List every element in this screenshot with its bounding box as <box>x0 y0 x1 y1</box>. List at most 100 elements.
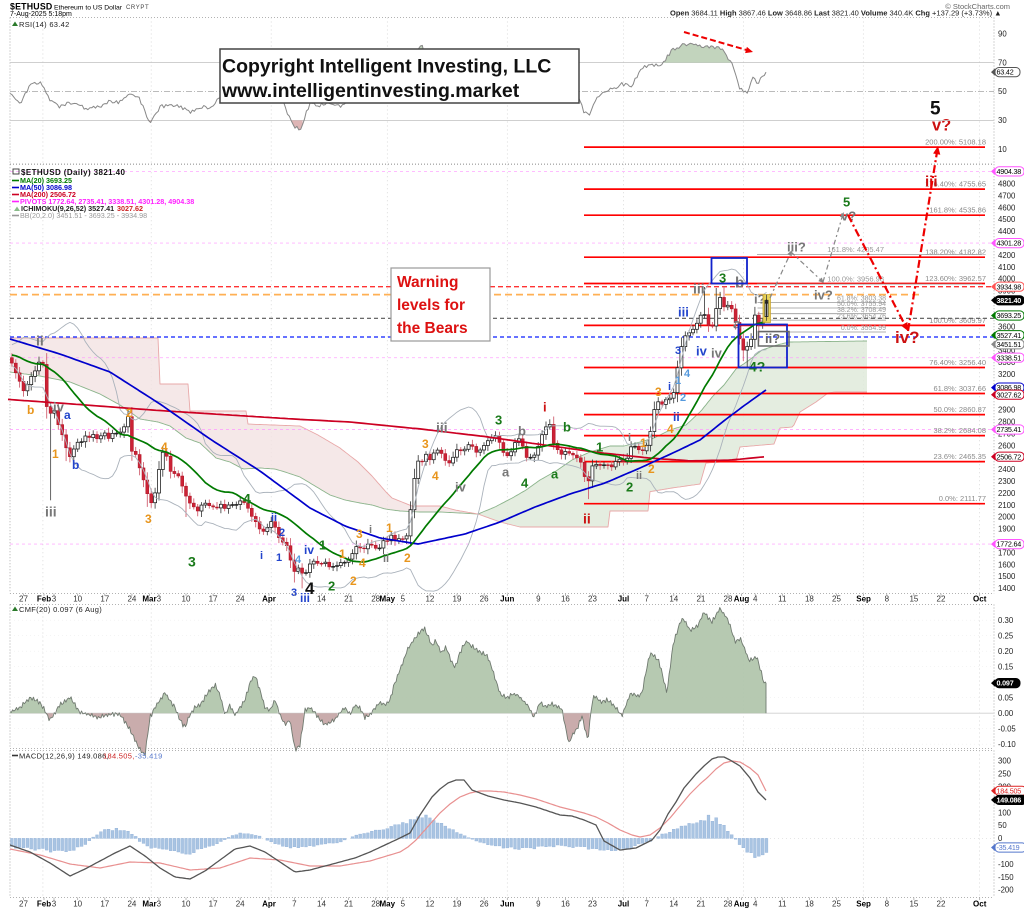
svg-text:0.05: 0.05 <box>998 693 1014 702</box>
svg-text:14: 14 <box>669 900 678 909</box>
svg-text:ii: ii <box>636 470 642 482</box>
svg-text:9: 9 <box>536 900 541 909</box>
svg-text:149.086: 149.086 <box>997 796 1022 805</box>
svg-text:3934.98: 3934.98 <box>997 282 1022 291</box>
svg-text:4: 4 <box>295 554 302 566</box>
svg-text:v?: v? <box>932 117 951 135</box>
svg-text:28: 28 <box>371 595 380 604</box>
svg-text:iv?: iv? <box>895 328 920 347</box>
svg-text:0.20: 0.20 <box>998 647 1014 656</box>
svg-text:2: 2 <box>626 480 633 495</box>
svg-text:22: 22 <box>937 900 946 909</box>
svg-text:i?: i? <box>754 292 766 307</box>
svg-text:ii: ii <box>673 410 680 424</box>
svg-text:MACD(12,26,9) 149.086,: MACD(12,26,9) 149.086, <box>19 752 109 761</box>
svg-text:21: 21 <box>696 595 705 604</box>
svg-text:250: 250 <box>998 770 1012 779</box>
svg-text:4800: 4800 <box>998 180 1016 189</box>
svg-text:4: 4 <box>432 469 439 483</box>
svg-text:2: 2 <box>279 527 285 539</box>
svg-text:b: b <box>72 458 79 472</box>
svg-text:12: 12 <box>425 900 434 909</box>
svg-text:Apr: Apr <box>262 900 276 909</box>
svg-text:2000: 2000 <box>998 513 1016 522</box>
svg-text:2735.41: 2735.41 <box>997 425 1022 434</box>
svg-text:ICHIMOKU(9,26,52) 3527.41: ICHIMOKU(9,26,52) 3527.41 <box>21 204 114 213</box>
svg-text:24: 24 <box>127 900 136 909</box>
svg-text:63.42: 63.42 <box>997 68 1014 77</box>
svg-text:iii: iii <box>45 504 57 520</box>
svg-text:1600: 1600 <box>998 560 1016 569</box>
svg-text:3693.25: 3693.25 <box>997 311 1022 320</box>
svg-text:Jul: Jul <box>618 595 630 604</box>
svg-text:4301.28: 4301.28 <box>997 239 1022 248</box>
svg-text:1: 1 <box>640 436 647 450</box>
svg-text:a: a <box>551 467 559 482</box>
svg-text:4: 4 <box>684 368 691 380</box>
svg-text:22: 22 <box>937 595 946 604</box>
svg-text:-100: -100 <box>998 860 1014 869</box>
svg-text:PIVOTS 1772.64, 2735.41, 3338.: PIVOTS 1772.64, 2735.41, 3338.51, 4301.2… <box>20 197 194 206</box>
svg-text:2: 2 <box>404 551 411 565</box>
svg-text:1: 1 <box>276 552 282 564</box>
svg-text:21: 21 <box>344 900 353 909</box>
svg-text:11: 11 <box>778 900 787 909</box>
svg-text:3338.51: 3338.51 <box>997 353 1022 362</box>
svg-text:184.505: 184.505 <box>997 786 1022 795</box>
svg-text:26: 26 <box>480 595 489 604</box>
svg-text:2600: 2600 <box>998 441 1016 450</box>
svg-text:iv: iv <box>53 400 65 415</box>
svg-text:14: 14 <box>317 900 326 909</box>
svg-text:24: 24 <box>236 900 245 909</box>
svg-text:Sep: Sep <box>856 595 871 604</box>
svg-text:MA(50) 3086.98: MA(50) 3086.98 <box>20 183 72 192</box>
svg-text:0.15: 0.15 <box>998 662 1014 671</box>
svg-text:Jul: Jul <box>618 900 630 909</box>
svg-text:10: 10 <box>73 595 82 604</box>
svg-text:200.00%: 5108.18: 200.00%: 5108.18 <box>925 138 986 147</box>
svg-text:4: 4 <box>753 900 758 909</box>
svg-text:Ethereum to US Dollar: Ethereum to US Dollar <box>54 4 123 11</box>
svg-text:CMF(20) 0.097 (6 Aug): CMF(20) 0.097 (6 Aug) <box>19 605 102 614</box>
svg-text:4904.38: 4904.38 <box>997 167 1022 176</box>
svg-text:28: 28 <box>724 595 733 604</box>
svg-text:1: 1 <box>319 538 326 553</box>
svg-text:1700: 1700 <box>998 548 1016 557</box>
svg-text:1: 1 <box>339 547 346 561</box>
svg-text:10: 10 <box>998 145 1007 154</box>
svg-text:b: b <box>27 403 34 417</box>
svg-text:14: 14 <box>317 595 326 604</box>
svg-text:i: i <box>369 524 372 536</box>
svg-text:levels for: levels for <box>397 297 465 314</box>
svg-text:-35.419: -35.419 <box>997 843 1020 852</box>
svg-text:50: 50 <box>998 821 1007 830</box>
svg-text:iii: iii <box>678 305 689 320</box>
svg-text:ii: ii <box>583 511 591 527</box>
svg-text:2: 2 <box>328 579 335 594</box>
svg-text:14: 14 <box>669 595 678 604</box>
svg-text:5: 5 <box>930 99 941 120</box>
svg-text:MA(20) 3693.25: MA(20) 3693.25 <box>20 176 72 185</box>
svg-text:3: 3 <box>157 595 162 604</box>
svg-text:61.8%: 3803.38: 61.8%: 3803.38 <box>837 296 886 303</box>
svg-text:19: 19 <box>453 595 462 604</box>
svg-text:4000: 4000 <box>998 275 1016 284</box>
svg-text:CRYPT: CRYPT <box>126 5 149 11</box>
svg-text:138.20%: 4182.82: 138.20%: 4182.82 <box>925 248 986 257</box>
svg-text:3451.51: 3451.51 <box>997 340 1022 349</box>
svg-text:19: 19 <box>453 900 462 909</box>
svg-text:i: i <box>668 381 671 393</box>
svg-text:3200: 3200 <box>998 370 1016 379</box>
svg-text:7-Aug-2025 5:18pm: 7-Aug-2025 5:18pm <box>10 11 72 18</box>
svg-text:4: 4 <box>243 491 251 507</box>
svg-text:76.40%: 3256.40: 76.40%: 3256.40 <box>929 358 986 367</box>
svg-text:0.00: 0.00 <box>998 709 1014 718</box>
svg-text:5: 5 <box>843 195 850 210</box>
svg-text:2400: 2400 <box>998 465 1016 474</box>
svg-text:17: 17 <box>100 595 109 604</box>
svg-text:18: 18 <box>805 595 814 604</box>
svg-text:iv: iv <box>696 344 708 359</box>
svg-text:2900: 2900 <box>998 406 1016 415</box>
svg-text:100.0%: 3956.98: 100.0%: 3956.98 <box>827 275 884 284</box>
svg-text:161.8%: 4535.86: 161.8%: 4535.86 <box>929 206 986 215</box>
